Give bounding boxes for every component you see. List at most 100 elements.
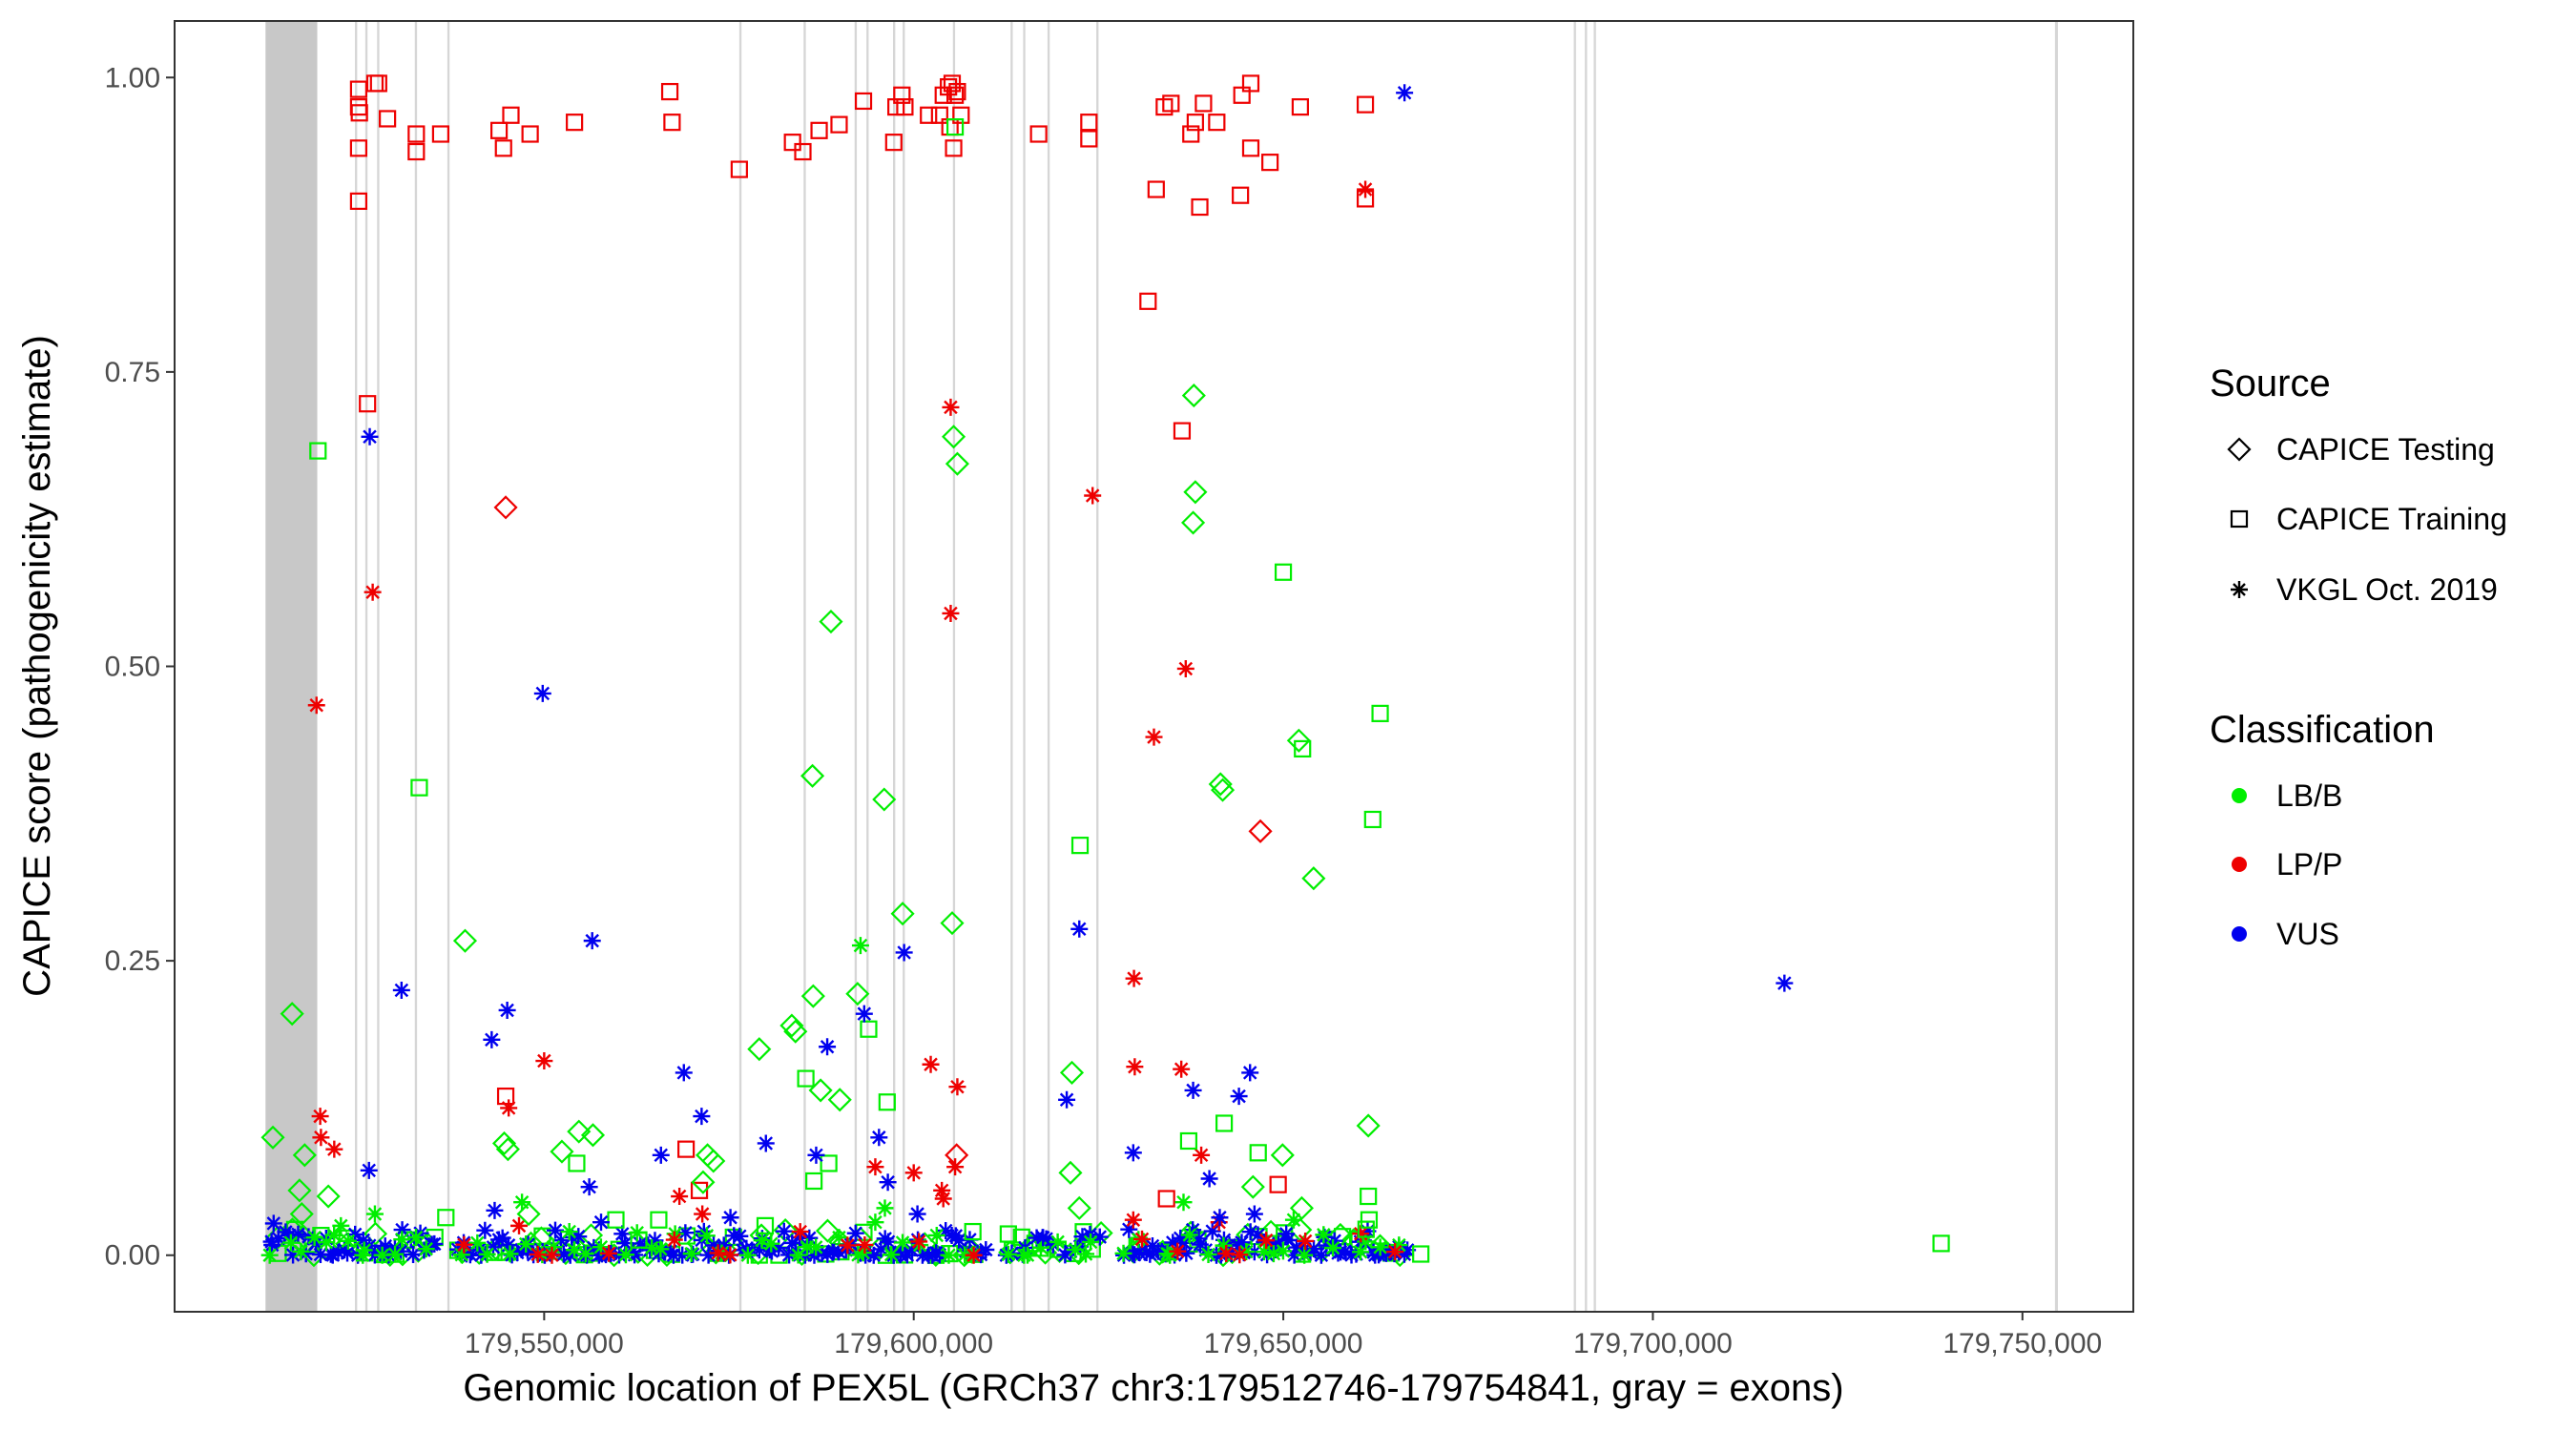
data-point-asterisk xyxy=(529,1245,547,1263)
data-point-asterisk xyxy=(1324,1239,1342,1257)
axes: 179,550,000 179,600,000 179,650,000 179,700… xyxy=(105,62,2103,1359)
data-point-square xyxy=(1215,1114,1234,1132)
data-point-asterisk xyxy=(493,1229,511,1247)
data-point-square xyxy=(1179,1131,1198,1151)
data-point-asterisk xyxy=(393,1231,411,1249)
data-point-asterisk xyxy=(1318,1236,1336,1255)
exon-band xyxy=(1573,21,1576,1312)
data-point-diamond xyxy=(493,495,518,520)
data-point-asterisk xyxy=(1161,1246,1179,1264)
data-point-square xyxy=(690,1181,709,1199)
data-point-asterisk xyxy=(682,1245,700,1263)
data-point-asterisk xyxy=(665,1231,683,1249)
data-point-asterisk xyxy=(426,1234,444,1253)
data-point-diamond xyxy=(1286,728,1311,753)
data-point-asterisk xyxy=(1264,1245,1282,1263)
data-point-diamond xyxy=(747,1037,772,1062)
data-point-asterisk xyxy=(1175,1234,1194,1252)
data-point-asterisk xyxy=(652,1240,670,1258)
data-point-asterisk xyxy=(1044,1235,1062,1254)
data-point-asterisk xyxy=(311,1245,329,1263)
data-point-asterisk xyxy=(339,1232,357,1250)
x-tick-label: 179,650,000 xyxy=(1204,1328,1363,1359)
data-point-asterisk xyxy=(864,1246,883,1264)
data-point-asterisk xyxy=(1184,1081,1202,1099)
data-point-diamond xyxy=(491,1130,517,1156)
data-point-square xyxy=(1232,186,1250,204)
data-point-asterisk xyxy=(452,1246,470,1264)
data-point-asterisk xyxy=(1257,1232,1276,1250)
data-point-asterisk xyxy=(1077,1245,1095,1263)
data-point-asterisk xyxy=(791,1223,809,1241)
exon-band xyxy=(1047,21,1050,1312)
data-point-asterisk xyxy=(1018,1246,1036,1264)
data-point-asterisk xyxy=(721,1246,739,1264)
data-point-asterisk xyxy=(551,1232,570,1250)
data-point-square xyxy=(945,139,963,157)
data-point-asterisk xyxy=(501,1245,519,1263)
data-point-asterisk xyxy=(478,1245,496,1263)
data-point-asterisk xyxy=(922,1055,940,1073)
legend-label-lpp: LP/P xyxy=(2276,847,2342,881)
data-point-square xyxy=(349,139,368,157)
data-point-asterisk xyxy=(500,1099,518,1117)
data-point-asterisk xyxy=(1145,728,1163,746)
data-point-square xyxy=(878,1093,896,1111)
data-point-square xyxy=(379,110,397,128)
data-point-asterisk xyxy=(870,1129,888,1147)
data-point-diamond xyxy=(1181,510,1206,535)
data-point-square xyxy=(820,1154,838,1172)
data-point-square xyxy=(756,1216,775,1234)
data-point-asterisk xyxy=(854,1244,872,1262)
data-point-square xyxy=(1080,130,1098,148)
data-point-asterisk xyxy=(856,1235,874,1254)
data-point-square xyxy=(1356,95,1375,114)
exon-band xyxy=(893,21,896,1312)
data-point-asterisk xyxy=(1231,1246,1249,1264)
data-point-asterisk xyxy=(1288,1238,1305,1256)
data-point-asterisk xyxy=(1212,1246,1230,1264)
data-point-asterisk xyxy=(770,1239,788,1257)
data-point-square xyxy=(521,125,539,143)
exon-band xyxy=(952,21,956,1312)
data-point-asterisk xyxy=(1396,84,1414,102)
data-point-asterisk xyxy=(1120,1220,1138,1238)
data-point-square xyxy=(607,1211,625,1229)
data-point-asterisk xyxy=(1196,1241,1215,1259)
data-point-asterisk xyxy=(697,1227,716,1245)
data-point-square xyxy=(1932,1234,1950,1253)
legend-item-vkgl: VKGL Oct. 2019 xyxy=(2231,572,2498,607)
legend-classification-title: Classification xyxy=(2210,709,2435,751)
data-point-asterisk xyxy=(1399,1241,1417,1259)
data-point-asterisk xyxy=(332,1216,350,1234)
data-point-square xyxy=(490,121,509,139)
data-point-asterisk xyxy=(1062,1242,1080,1260)
data-point-asterisk xyxy=(1284,1211,1302,1229)
data-point-asterisk xyxy=(674,1246,692,1264)
data-point-asterisk xyxy=(1357,1233,1375,1251)
data-point-asterisk xyxy=(533,684,551,702)
data-point-asterisk xyxy=(927,1226,945,1244)
data-point-asterisk xyxy=(1211,1209,1229,1227)
data-point-asterisk xyxy=(317,1234,335,1252)
data-point-square xyxy=(350,104,368,122)
data-point-square xyxy=(999,1225,1017,1243)
data-point-asterisk xyxy=(1315,1226,1333,1244)
data-point-diamond xyxy=(800,984,825,1008)
data-point-asterisk xyxy=(709,1244,727,1262)
data-point-asterisk xyxy=(260,1246,279,1264)
data-point-asterisk xyxy=(731,1227,749,1245)
data-point-asterisk xyxy=(786,1241,804,1259)
data-point-square xyxy=(494,139,512,157)
data-point-asterisk xyxy=(664,1246,682,1264)
data-point-square xyxy=(952,106,970,124)
data-point-diamond xyxy=(941,425,966,449)
data-point-asterisk xyxy=(1241,1223,1259,1241)
data-point-asterisk xyxy=(361,427,379,446)
data-point-square xyxy=(650,1211,668,1229)
data-point-asterisk xyxy=(1199,1245,1217,1263)
data-point-asterisk xyxy=(311,1108,329,1126)
data-point-asterisk xyxy=(305,1229,323,1247)
data-point-asterisk xyxy=(346,1225,364,1243)
